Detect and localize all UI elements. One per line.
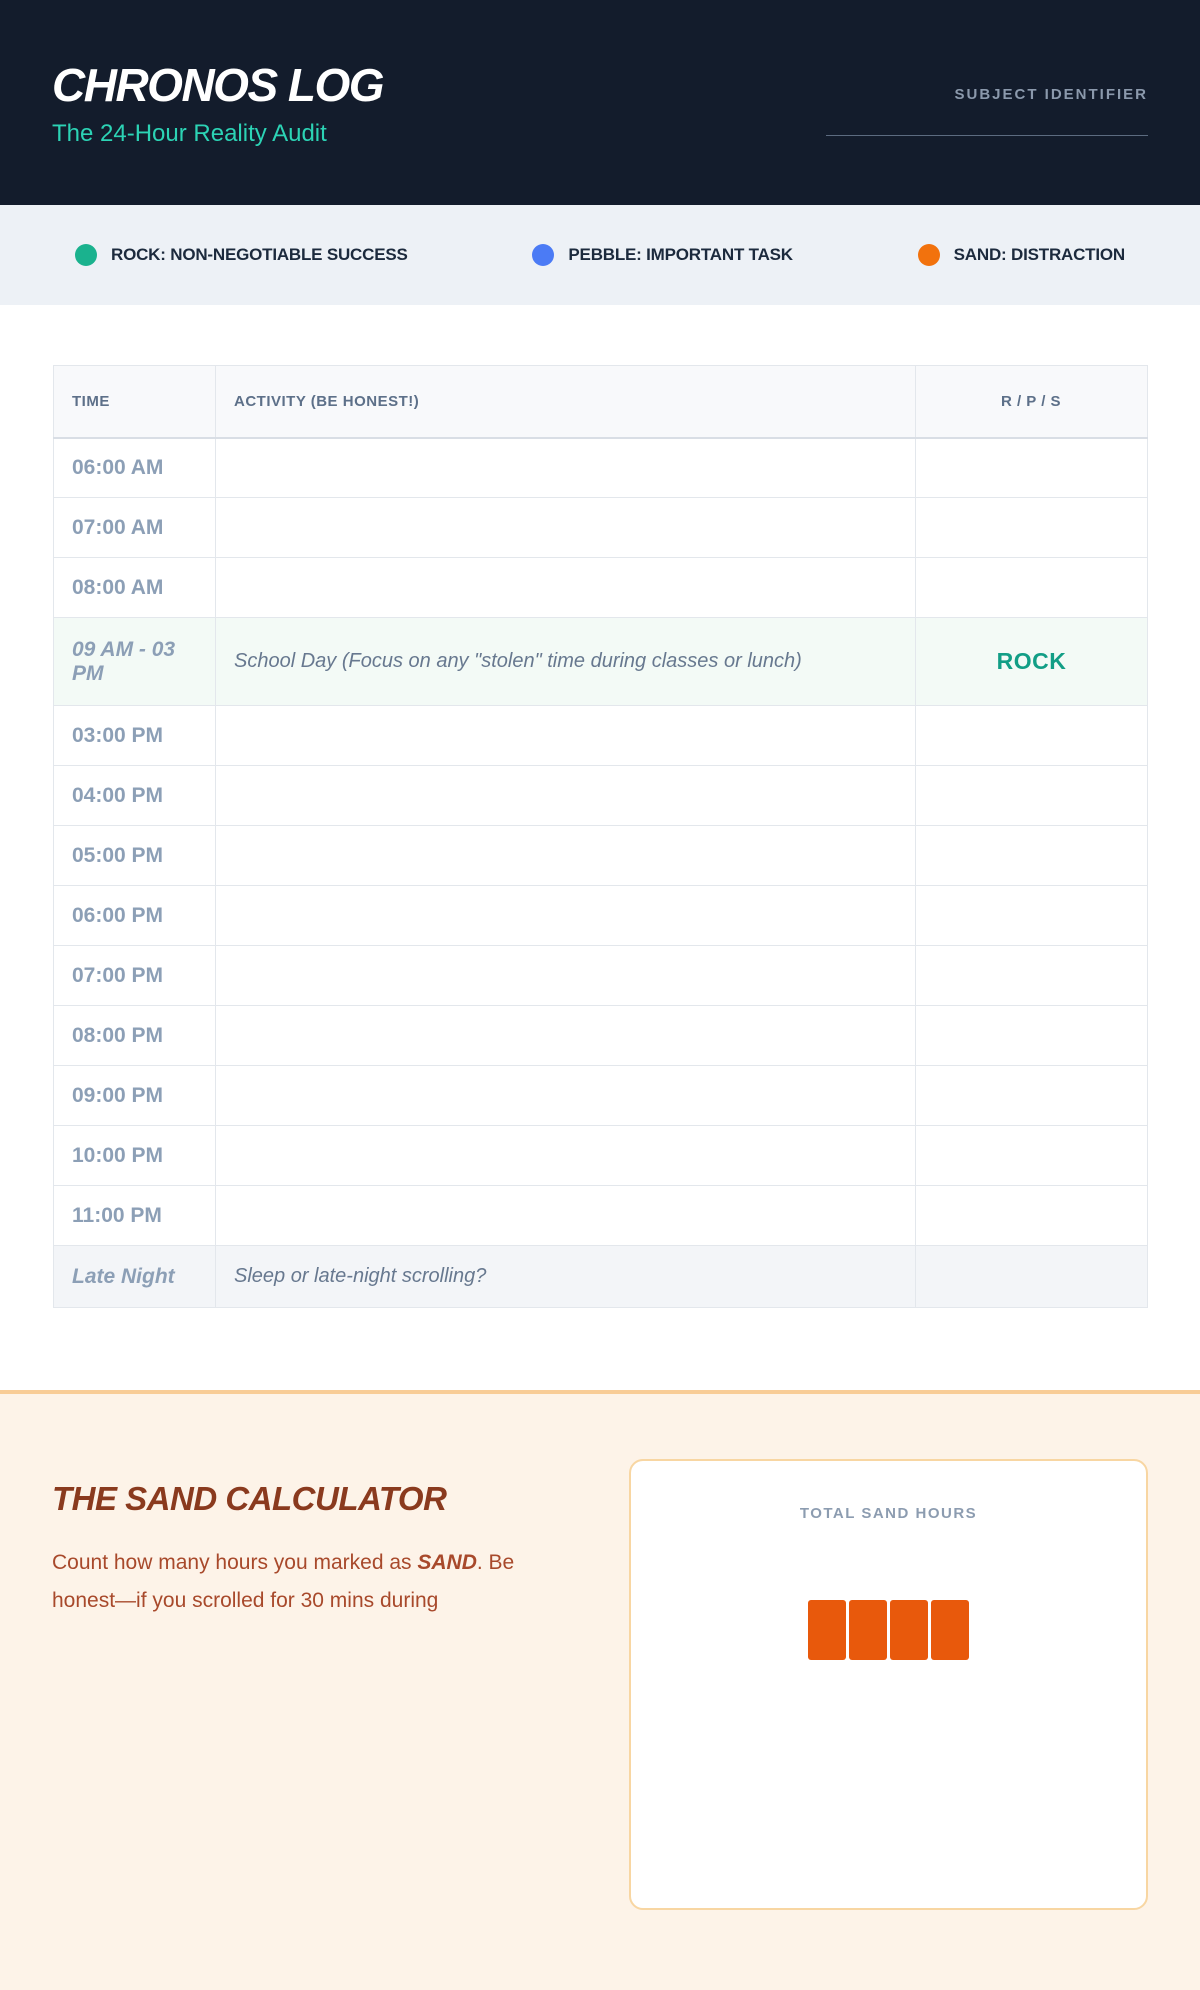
- column-header-rps: R / P / S: [915, 365, 1148, 439]
- time-cell: 06:00 AM: [53, 437, 216, 498]
- time-log-table: TIME ACTIVITY (BE HONEST!) R / P / S 06:…: [53, 365, 1148, 1308]
- sand-calculator-text: THE SAND CALCULATOR Count how many hours…: [52, 1450, 572, 1910]
- header-left: CHRONOS LOG The 24-Hour Reality Audit: [52, 58, 385, 148]
- activity-cell[interactable]: [215, 497, 916, 558]
- time-cell: 08:00 AM: [53, 557, 216, 618]
- activity-cell[interactable]: [215, 437, 916, 498]
- header: CHRONOS LOG The 24-Hour Reality Audit SU…: [0, 0, 1200, 205]
- activity-cell[interactable]: [215, 885, 916, 946]
- rps-cell[interactable]: [915, 1065, 1148, 1126]
- rps-cell[interactable]: [915, 765, 1148, 826]
- sand-hours-boxes: [808, 1600, 969, 1660]
- sand-hour-box[interactable]: [808, 1600, 846, 1660]
- app-title: CHRONOS LOG: [52, 58, 385, 111]
- rps-cell[interactable]: [915, 945, 1148, 1006]
- rps-cell[interactable]: [915, 437, 1148, 498]
- rps-cell[interactable]: [915, 705, 1148, 766]
- table-row: 08:00 PM: [53, 1005, 1148, 1066]
- table-row: 10:00 PM: [53, 1125, 1148, 1186]
- legend-label-pebble: PEBBLE: IMPORTANT TASK: [568, 245, 793, 264]
- pebble-dot-icon: [532, 244, 555, 266]
- sand-hour-box[interactable]: [931, 1600, 969, 1660]
- total-sand-hours-label: TOTAL SAND HOURS: [799, 1505, 978, 1522]
- sand-calculator-title: THE SAND CALCULATOR: [52, 1480, 447, 1517]
- legend-label-rock: ROCK: NON-NEGOTIABLE SUCCESS: [111, 245, 408, 264]
- activity-cell[interactable]: [215, 1185, 916, 1246]
- rps-cell[interactable]: [915, 825, 1148, 886]
- time-cell: 03:00 PM: [53, 705, 216, 766]
- rps-cell[interactable]: [915, 1245, 1148, 1308]
- legend-item-pebble: PEBBLE: IMPORTANT TASK: [532, 244, 793, 266]
- activity-cell: School Day (Focus on any "stolen" time d…: [215, 617, 916, 706]
- legend-item-rock: ROCK: NON-NEGOTIABLE SUCCESS: [75, 244, 408, 266]
- table-row: 09:00 PM: [53, 1065, 1148, 1126]
- activity-cell[interactable]: [215, 945, 916, 1006]
- legend-bar: ROCK: NON-NEGOTIABLE SUCCESS PEBBLE: IMP…: [0, 205, 1200, 305]
- table-row: 06:00 PM: [53, 885, 1148, 946]
- time-cell: 09:00 PM: [53, 1065, 216, 1126]
- table-row: 03:00 PM: [53, 705, 1148, 766]
- table-row: 07:00 PM: [53, 945, 1148, 1006]
- activity-cell[interactable]: [215, 557, 916, 618]
- sand-body-prefix: Count how many hours you marked as: [52, 1551, 418, 1574]
- subject-identifier-input-line[interactable]: [826, 134, 1148, 136]
- table-row: 05:00 PM: [53, 825, 1148, 886]
- sand-calculator-section: THE SAND CALCULATOR Count how many hours…: [0, 1390, 1200, 1990]
- time-cell: 07:00 AM: [53, 497, 216, 558]
- time-cell: 04:00 PM: [53, 765, 216, 826]
- rps-cell[interactable]: [915, 557, 1148, 618]
- time-cell: 09 AM - 03 PM: [53, 617, 216, 706]
- sand-body-bold: SAND: [417, 1551, 477, 1574]
- table-row: 08:00 AM: [53, 557, 1148, 618]
- column-header-activity: ACTIVITY (BE HONEST!): [215, 365, 916, 439]
- rps-cell[interactable]: [915, 1185, 1148, 1246]
- time-cell: 10:00 PM: [53, 1125, 216, 1186]
- table-row-school-day: 09 AM - 03 PM School Day (Focus on any "…: [53, 617, 1148, 706]
- activity-cell[interactable]: [215, 1065, 916, 1126]
- table-row: 06:00 AM: [53, 437, 1148, 498]
- time-cell: 06:00 PM: [53, 885, 216, 946]
- rps-cell[interactable]: [915, 1005, 1148, 1066]
- sand-dot-icon: [917, 244, 940, 266]
- total-sand-hours-card: TOTAL SAND HOURS: [629, 1459, 1148, 1910]
- time-cell: 05:00 PM: [53, 825, 216, 886]
- time-cell: 07:00 PM: [53, 945, 216, 1006]
- subject-identifier-label: SUBJECT IDENTIFIER: [954, 85, 1148, 103]
- activity-cell: Sleep or late-night scrolling?: [215, 1245, 916, 1308]
- rps-cell[interactable]: [915, 1125, 1148, 1186]
- activity-cell[interactable]: [215, 1125, 916, 1186]
- sand-calculator-body: Count how many hours you marked as SAND.…: [52, 1544, 572, 1620]
- rps-cell[interactable]: [915, 497, 1148, 558]
- sand-hour-box[interactable]: [849, 1600, 887, 1660]
- column-header-time: TIME: [53, 365, 216, 439]
- rps-cell-rock-value: ROCK: [915, 617, 1148, 706]
- table-header-row: TIME ACTIVITY (BE HONEST!) R / P / S: [53, 365, 1148, 439]
- time-cell: 11:00 PM: [53, 1185, 216, 1246]
- time-cell: 08:00 PM: [53, 1005, 216, 1066]
- legend-item-sand: SAND: DISTRACTION: [917, 244, 1126, 266]
- time-cell: Late Night: [53, 1245, 216, 1308]
- legend-label-sand: SAND: DISTRACTION: [953, 245, 1126, 264]
- sand-hour-box[interactable]: [890, 1600, 928, 1660]
- app-subtitle: The 24-Hour Reality Audit: [52, 119, 327, 147]
- activity-cell[interactable]: [215, 825, 916, 886]
- rock-dot-icon: [75, 244, 97, 266]
- subject-identifier-block: SUBJECT IDENTIFIER: [826, 86, 1148, 136]
- rps-cell[interactable]: [915, 885, 1148, 946]
- activity-cell[interactable]: [215, 765, 916, 826]
- activity-cell[interactable]: [215, 1005, 916, 1066]
- table-row: 04:00 PM: [53, 765, 1148, 826]
- activity-cell[interactable]: [215, 705, 916, 766]
- table-row: 11:00 PM: [53, 1185, 1148, 1246]
- table-row: 07:00 AM: [53, 497, 1148, 558]
- table-row-late-night: Late Night Sleep or late-night scrolling…: [53, 1245, 1148, 1308]
